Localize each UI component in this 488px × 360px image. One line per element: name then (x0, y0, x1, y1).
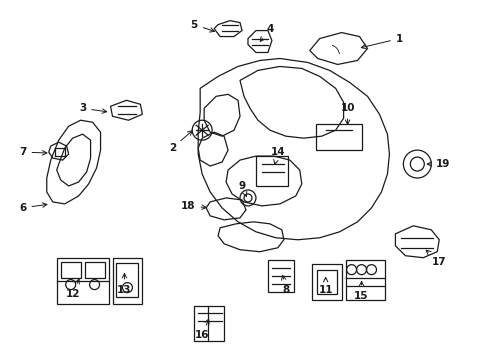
Bar (311, 264, 341, 300)
Text: 18: 18 (181, 201, 206, 211)
Bar (267, 260, 293, 292)
Bar (194, 306, 224, 341)
Text: 7: 7 (19, 147, 47, 157)
Bar (116, 263, 138, 297)
Bar (255, 156, 287, 186)
Text: 5: 5 (190, 19, 214, 32)
Text: 13: 13 (117, 274, 131, 294)
Text: 14: 14 (270, 147, 285, 164)
Text: 6: 6 (19, 203, 47, 213)
Text: 10: 10 (340, 103, 354, 124)
Text: 9: 9 (238, 181, 246, 197)
Text: 4: 4 (260, 24, 273, 41)
Text: 12: 12 (65, 279, 80, 298)
Bar (345, 260, 385, 300)
Text: 19: 19 (427, 159, 449, 169)
Text: 2: 2 (168, 131, 192, 153)
Bar (112, 258, 142, 303)
Text: 8: 8 (281, 275, 289, 294)
Text: 16: 16 (195, 319, 209, 341)
Bar (61, 262, 81, 278)
Bar (84, 262, 104, 278)
Text: 11: 11 (318, 278, 332, 294)
Bar (57, 258, 108, 303)
Text: 1: 1 (361, 33, 402, 49)
Text: 15: 15 (354, 282, 368, 301)
Bar (315, 124, 361, 150)
Bar (316, 270, 336, 293)
Text: 3: 3 (79, 103, 106, 113)
Text: 17: 17 (426, 250, 446, 267)
